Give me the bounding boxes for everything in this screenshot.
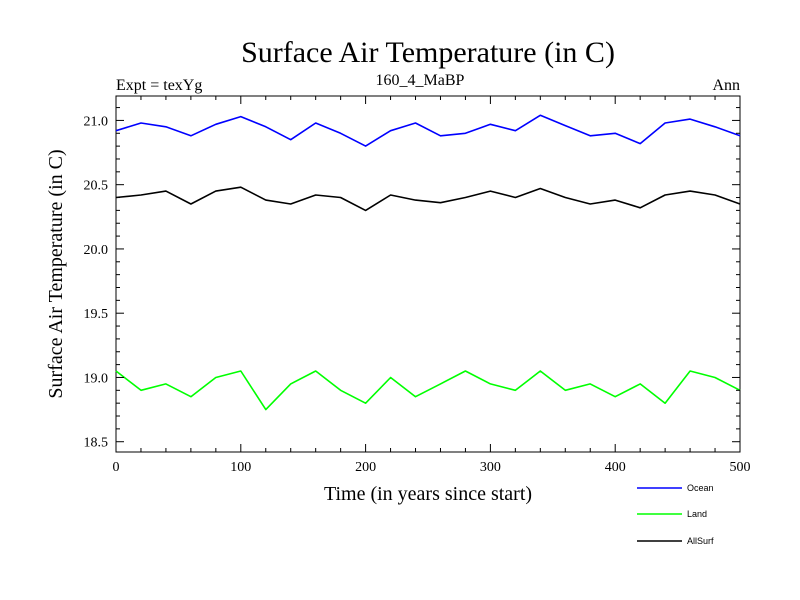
y-tick-label: 21.0 (84, 114, 109, 129)
y-tick-label: 20.5 (84, 179, 109, 194)
series-line-allsurf (115, 186, 741, 212)
x-tick-label: 0 (113, 460, 120, 475)
x-tick-label: 300 (480, 460, 501, 475)
x-tick-label: 100 (230, 460, 251, 475)
axis-layer: 0 100 200 300 400 500 18.5 19.0 19.5 20.0 20.5 21.0 (84, 96, 751, 475)
plot-frame (115, 95, 741, 453)
subtitle-left: Expt = texYg (116, 77, 202, 94)
y-tick-label: 20.0 (84, 243, 109, 258)
legend-label-allsurf: AllSurf (687, 536, 714, 546)
subtitle-center: 160_4_MaBP (376, 72, 465, 89)
series-line-land (115, 370, 741, 411)
x-tick-label: 400 (605, 460, 626, 475)
legend: Ocean Land AllSurf (637, 483, 714, 546)
x-tick-label: 200 (355, 460, 376, 475)
subtitle-right: Ann (712, 77, 740, 94)
legend-label-land: Land (687, 509, 707, 519)
x-tick-label: 500 (730, 460, 751, 475)
x-axis-label: Time (in years since start) (324, 483, 532, 505)
y-tick-label: 19.5 (84, 307, 109, 322)
y-axis-label: Surface Air Temperature (in C) (45, 149, 67, 398)
chart-title: Surface Air Temperature (in C) (241, 36, 615, 69)
y-tick-label: 18.5 (84, 436, 109, 451)
series-layer (115, 114, 741, 411)
series-line-ocean (115, 114, 741, 147)
y-tick-label: 19.0 (84, 371, 109, 386)
legend-label-ocean: Ocean (687, 483, 714, 493)
